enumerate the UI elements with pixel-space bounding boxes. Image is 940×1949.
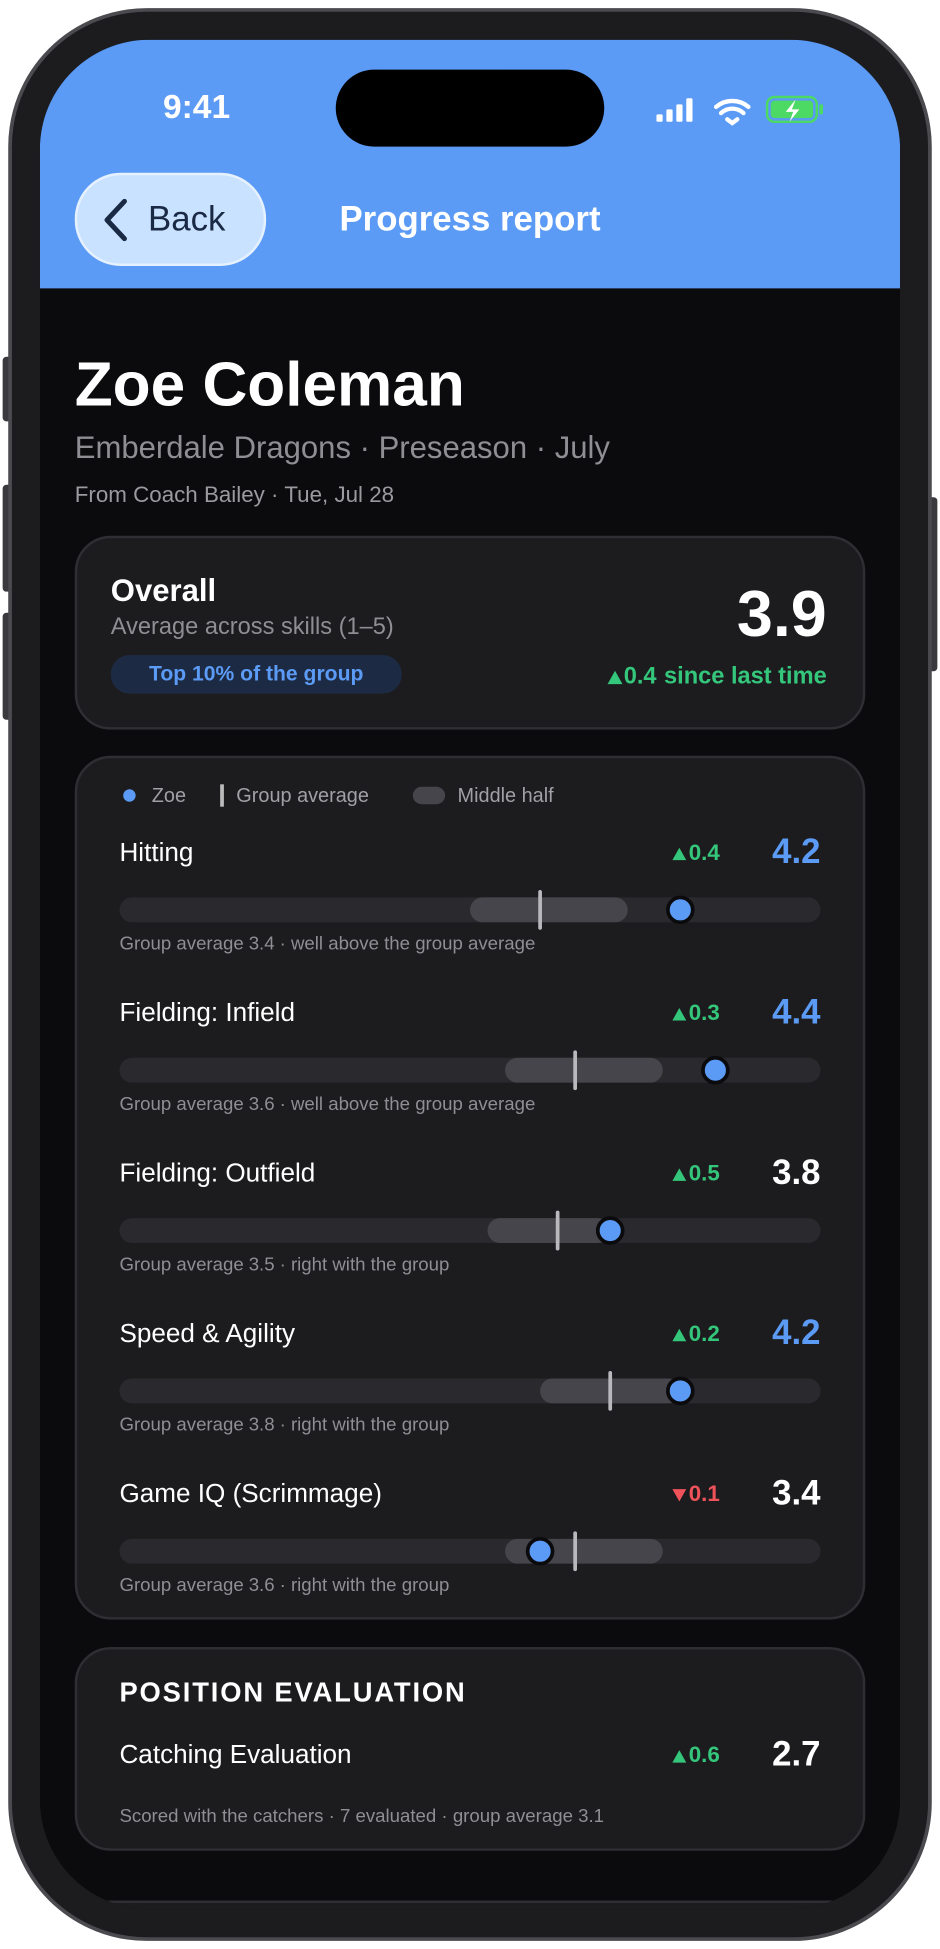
change-caption: since last time [664,664,827,690]
page-title: Progress report [339,199,600,238]
trend-arrow [672,1750,687,1763]
badge-label: Top 10% of the group [149,663,363,686]
note-part: 3.8 [249,1414,275,1435]
dynamic-island [335,69,605,147]
skill-note: Group average 3.6 · well above the group a… [119,1093,535,1114]
note-part: 3.6 [249,1093,275,1114]
skill-name: Speed & Agility [119,1318,295,1348]
note-part: · well above the group average [280,1093,536,1114]
trend-arrow [672,1168,687,1181]
note-part: Group average [119,1574,243,1595]
skill-name: Fielding: Outfield [119,1158,315,1188]
track [119,1538,821,1564]
back-chevron[interactable] [104,198,127,242]
overall-title: Overall [111,573,216,608]
note-part: Group average [119,1414,243,1435]
byline: From Coach Bailey · Tue, Jul 28 [75,482,394,507]
group-average-marker [608,1371,613,1411]
badge [110,655,402,694]
battery-icon [765,95,824,124]
evaluation-score: 2.7 [772,1735,820,1774]
legend-band [412,786,446,805]
wifi-icon [713,98,751,126]
signal-icon [656,98,693,122]
change-value: 0.4 [689,840,721,865]
player-dot [666,895,695,925]
player-name: Zoe Coleman [75,350,465,419]
legend-label: Middle half [458,785,555,807]
group-average-marker [555,1210,560,1251]
skill-note: Group average 3.5 · right with the group [119,1253,449,1274]
skill-note: Group average 3.4 · well above the group a… [119,933,535,954]
evaluation-note: Scored with the catchers · 7 evaluated ·… [119,1805,604,1826]
note-part: 3.6 [249,1574,275,1595]
legend-label: Zoe [152,785,186,807]
skill-score: 3.8 [772,1153,820,1192]
player-dot [595,1216,625,1245]
middle-half-band [505,1057,663,1083]
trend-arrow [672,1008,687,1021]
skill-score: 4.2 [772,832,820,871]
player-dot [701,1055,730,1085]
trend-arrow [672,1489,687,1502]
skill-name: Fielding: Infield [119,997,295,1027]
note-part: 3.5 [249,1253,275,1274]
skill-note: Group average 3.8 · right with the group [119,1414,449,1435]
group-average-marker [573,1050,578,1091]
overall-caption: Average across skills (1–5) [111,614,394,640]
note-part: Group average [119,1253,243,1274]
middle-half-band [470,897,628,923]
note-part: Group average [119,933,243,954]
note-part: Group average [119,1093,243,1114]
skill-score: 4.2 [772,1313,820,1352]
player-dot [525,1536,555,1566]
change-value: 0.2 [689,1321,720,1346]
overall-score: 3.9 [737,577,827,650]
group-average-marker [573,1531,578,1572]
section-title: POSITION EVALUATION [119,1676,466,1707]
middle-half-band [487,1218,611,1243]
note-part: · well above the group average [280,933,536,954]
skill-name: Game IQ (Scrimmage) [119,1478,381,1508]
trend-arrow [672,847,687,861]
change-value: 0.6 [689,1742,720,1767]
skill-score: 4.4 [772,992,821,1031]
skill-name: Hitting [119,837,193,867]
note-part: · right with the group [280,1574,450,1595]
status-time: 9:41 [163,89,230,126]
skill-note: Group average 3.6 · right with the group [119,1574,449,1595]
evaluation-name: Catching Evaluation [119,1739,351,1769]
group-average-marker [538,889,542,930]
next-card [74,1900,866,1910]
change-value: 0.3 [689,1000,720,1025]
track [119,1378,821,1404]
change-value: 0.5 [689,1161,720,1186]
legend-line [220,784,224,807]
note-part: · right with the group [280,1414,450,1435]
legend-dot [123,789,136,802]
change-value: 0.4 [624,664,657,690]
back-label[interactable]: Back [148,199,226,238]
note-part: 3.4 [249,933,275,954]
note-part: · right with the group [280,1253,450,1274]
legend-label: Group average [236,785,369,807]
player-dot [666,1376,695,1406]
position-card [74,1646,866,1851]
trend-arrow [607,670,623,685]
player-subtitle: Emberdale Dragons · Preseason · July [75,430,611,465]
track [119,1218,821,1243]
change-value: 0.1 [689,1481,720,1506]
trend-arrow [672,1328,687,1342]
change-text: 0.4 since last time [624,664,827,690]
skill-score: 3.4 [772,1473,821,1512]
back-button[interactable] [74,172,267,266]
